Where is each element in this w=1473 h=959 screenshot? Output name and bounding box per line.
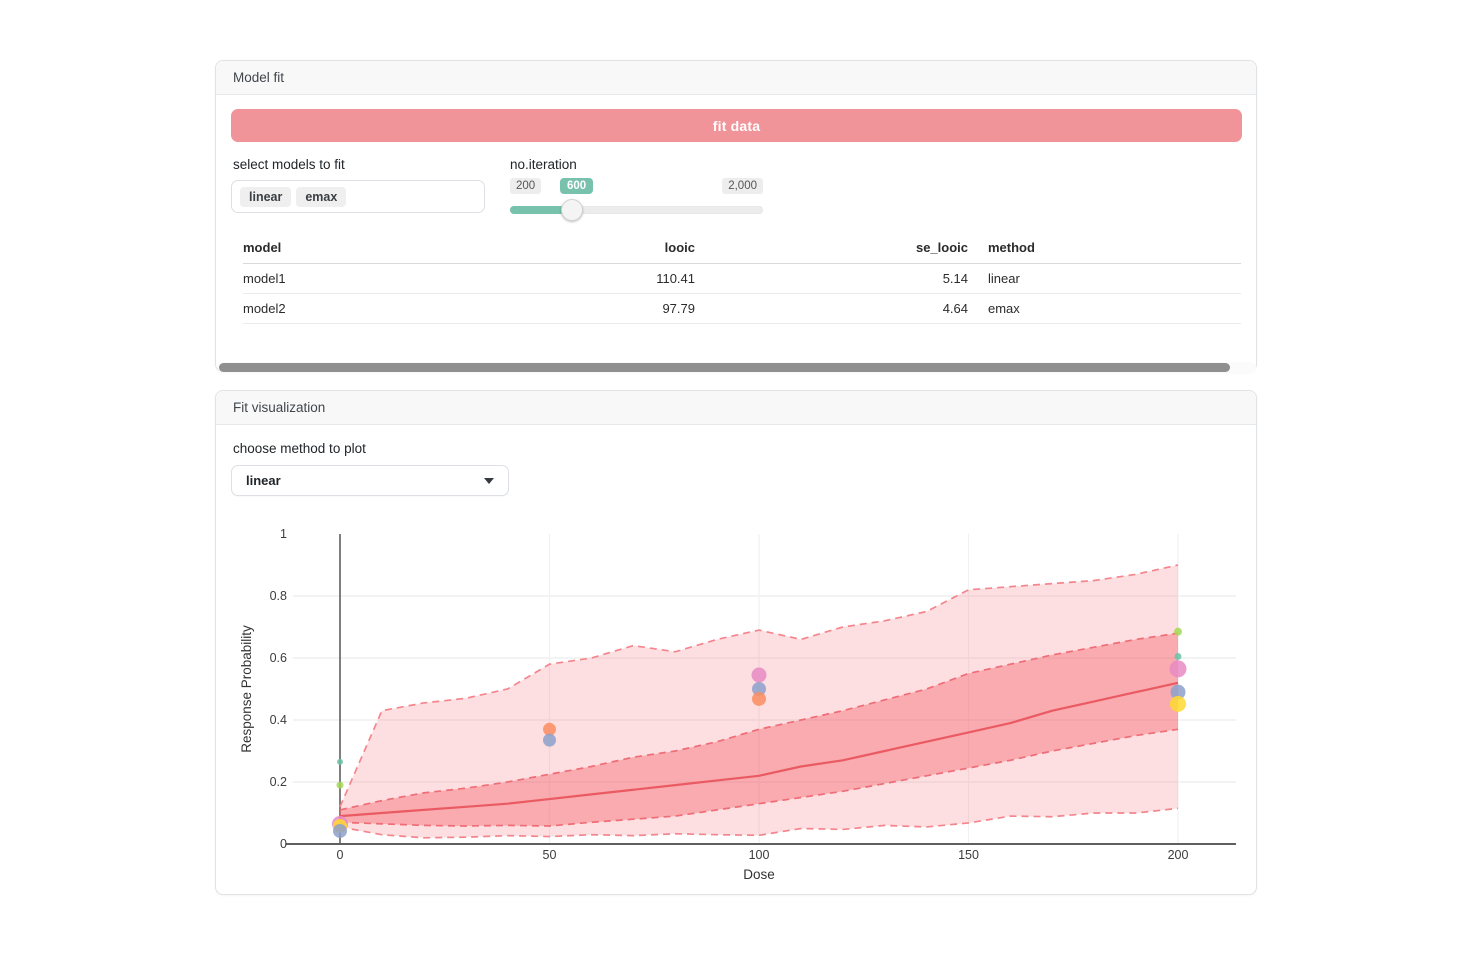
- selected-model-token[interactable]: emax: [296, 186, 347, 207]
- chevron-down-icon: [484, 477, 494, 484]
- model-results-table: model looic se_looic method model1 110.4…: [243, 234, 1241, 324]
- slider-max-label: 2,000: [722, 178, 763, 194]
- cell-looic: 97.79: [483, 293, 695, 324]
- fit-visualization-card: Fit visualization choose method to plot …: [215, 390, 1257, 895]
- model-select-input[interactable]: linear emax: [231, 180, 485, 213]
- table-row: model1 110.41 5.14 linear: [243, 263, 1241, 294]
- cell-model: model1: [243, 263, 483, 294]
- slider-min-label: 200: [510, 178, 542, 194]
- col-header-method: method: [968, 234, 1241, 264]
- svg-text:0: 0: [280, 837, 287, 851]
- svg-text:100: 100: [749, 848, 770, 862]
- svg-text:50: 50: [543, 848, 557, 862]
- table-row: model2 97.79 4.64 emax: [243, 293, 1241, 324]
- fit-plot: 0 0.2 0.4 0.6 0.8 1 0 50 100 150 200 Dose Response P…: [241, 527, 1236, 882]
- method-dropdown-value: linear: [246, 473, 281, 488]
- fit-visualization-card-header: Fit visualization: [216, 391, 1256, 425]
- iteration-slider: 200 600 2,000: [510, 178, 763, 224]
- svg-text:0.6: 0.6: [270, 651, 287, 665]
- svg-text:0.8: 0.8: [270, 589, 287, 603]
- scrollbar-thumb[interactable]: [219, 362, 1230, 372]
- svg-text:150: 150: [958, 848, 979, 862]
- slider-value-badge: 600: [560, 178, 594, 194]
- method-dropdown[interactable]: linear: [231, 465, 509, 496]
- horizontal-scrollbar[interactable]: [218, 362, 1256, 372]
- cell-method: emax: [968, 293, 1241, 324]
- svg-text:0: 0: [337, 848, 344, 862]
- svg-text:0.4: 0.4: [270, 713, 287, 727]
- slider-track[interactable]: [510, 206, 763, 214]
- col-header-looic: looic: [483, 234, 695, 264]
- cell-se-looic: 5.14: [695, 263, 968, 294]
- slider-fill: [510, 206, 572, 214]
- slider-handle[interactable]: [560, 199, 583, 221]
- svg-text:Response Probability: Response Probability: [241, 625, 254, 753]
- iteration-slider-label: no.iteration: [510, 157, 577, 172]
- fit-visualization-title: Fit visualization: [233, 400, 326, 415]
- cell-method: linear: [968, 263, 1241, 294]
- svg-text:Dose: Dose: [743, 867, 775, 882]
- model-fit-title: Model fit: [233, 70, 285, 85]
- svg-text:0.2: 0.2: [270, 775, 287, 789]
- svg-text:200: 200: [1168, 848, 1189, 862]
- model-fit-card: Model fit fit data select models to fit …: [215, 60, 1257, 372]
- cell-looic: 110.41: [483, 263, 695, 294]
- table-header-row: model looic se_looic method: [243, 234, 1241, 264]
- method-select-label: choose method to plot: [233, 441, 366, 456]
- cell-se-looic: 4.64: [695, 293, 968, 324]
- svg-text:1: 1: [280, 527, 287, 541]
- col-header-model: model: [243, 234, 483, 264]
- col-header-se-looic: se_looic: [695, 234, 968, 264]
- fit-data-button[interactable]: fit data: [231, 109, 1242, 142]
- selected-model-token[interactable]: linear: [240, 186, 292, 207]
- select-models-label: select models to fit: [233, 157, 345, 172]
- model-fit-card-header: Model fit: [216, 61, 1256, 95]
- cell-model: model2: [243, 293, 483, 324]
